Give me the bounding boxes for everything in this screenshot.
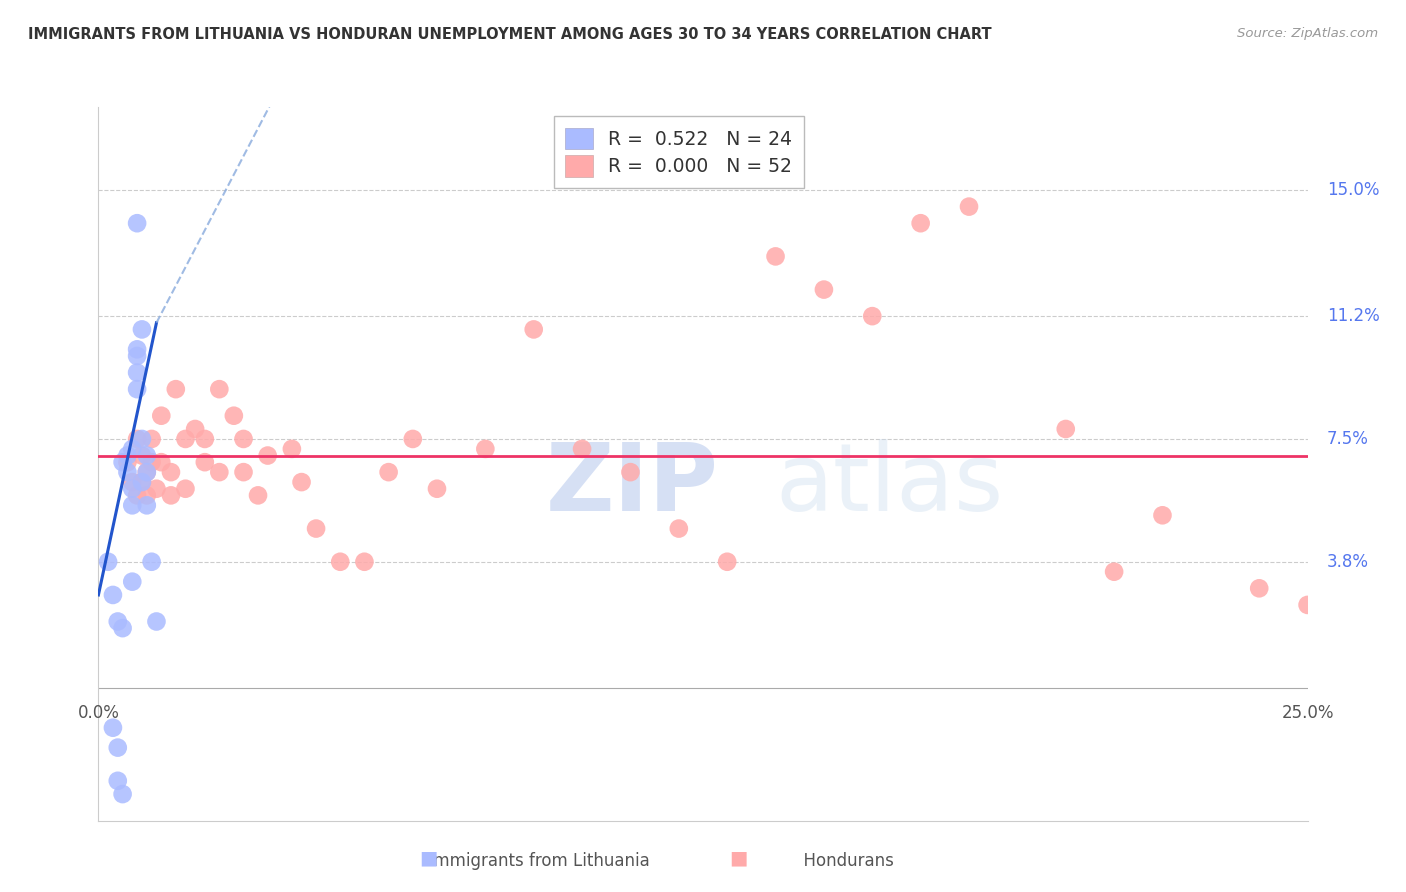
Text: 0.0%: 0.0%	[77, 705, 120, 723]
Text: IMMIGRANTS FROM LITHUANIA VS HONDURAN UNEMPLOYMENT AMONG AGES 30 TO 34 YEARS COR: IMMIGRANTS FROM LITHUANIA VS HONDURAN UN…	[28, 27, 991, 42]
Point	[619, 465, 641, 479]
Text: 25.0%: 25.0%	[1281, 705, 1334, 723]
Point	[1249, 582, 1271, 596]
Point	[174, 482, 197, 496]
Point	[305, 522, 328, 536]
Point	[135, 499, 157, 513]
Point	[135, 465, 157, 479]
Point	[121, 482, 143, 496]
Point	[174, 432, 197, 446]
Point	[1054, 422, 1077, 436]
Point	[1102, 565, 1125, 579]
Text: ZIP: ZIP	[546, 439, 718, 532]
Point	[111, 621, 134, 635]
Point	[222, 409, 245, 423]
Point	[290, 475, 312, 489]
Point	[127, 488, 149, 502]
Point	[117, 465, 139, 479]
Point	[131, 449, 153, 463]
Legend: R =  0.522   N = 24, R =  0.000   N = 52: R = 0.522 N = 24, R = 0.000 N = 52	[554, 117, 804, 188]
Point	[910, 216, 932, 230]
Point	[141, 555, 163, 569]
Point	[107, 615, 129, 629]
Point	[184, 422, 207, 436]
Point	[165, 382, 187, 396]
Point	[107, 740, 129, 755]
Point	[135, 488, 157, 502]
Point	[131, 432, 153, 446]
Point	[194, 432, 217, 446]
Text: 7.5%: 7.5%	[1327, 430, 1369, 448]
Point	[127, 349, 149, 363]
Point	[765, 249, 787, 263]
Point	[121, 442, 143, 456]
Point	[232, 465, 254, 479]
Point	[150, 455, 173, 469]
Point	[329, 555, 352, 569]
Point	[377, 465, 399, 479]
Point	[716, 555, 738, 569]
Point	[127, 343, 149, 357]
Text: ■: ■	[419, 848, 439, 867]
Point	[131, 475, 153, 489]
Point	[101, 721, 124, 735]
Point	[208, 382, 231, 396]
Point	[145, 615, 167, 629]
Point	[668, 522, 690, 536]
Point	[121, 574, 143, 589]
Point	[141, 455, 163, 469]
Point	[135, 465, 157, 479]
Text: Source: ZipAtlas.com: Source: ZipAtlas.com	[1237, 27, 1378, 40]
Point	[1296, 598, 1319, 612]
Point	[247, 488, 270, 502]
Point	[107, 773, 129, 788]
Point	[141, 432, 163, 446]
Point	[101, 588, 124, 602]
Point	[127, 382, 149, 396]
Point	[474, 442, 496, 456]
Text: Hondurans: Hondurans	[793, 852, 894, 870]
Point	[135, 449, 157, 463]
Text: atlas: atlas	[776, 439, 1004, 532]
Point	[150, 409, 173, 423]
Text: 11.2%: 11.2%	[1327, 307, 1379, 326]
Text: Immigrants from Lithuania: Immigrants from Lithuania	[419, 852, 650, 870]
Point	[402, 432, 425, 446]
Point	[97, 555, 120, 569]
Point	[160, 488, 183, 502]
Point	[160, 465, 183, 479]
Point	[131, 475, 153, 489]
Point	[131, 322, 153, 336]
Point	[571, 442, 593, 456]
Point	[813, 283, 835, 297]
Point	[117, 455, 139, 469]
Point	[145, 482, 167, 496]
Point	[860, 309, 883, 323]
Point	[127, 432, 149, 446]
Point	[523, 322, 546, 336]
Point	[281, 442, 304, 456]
Point	[1152, 508, 1174, 523]
Point	[426, 482, 449, 496]
Point	[232, 432, 254, 446]
Point	[208, 465, 231, 479]
Point	[194, 455, 217, 469]
Point	[256, 449, 278, 463]
Point	[117, 449, 139, 463]
Point	[121, 499, 143, 513]
Text: 3.8%: 3.8%	[1327, 553, 1369, 571]
Text: 15.0%: 15.0%	[1327, 181, 1379, 199]
Point	[111, 455, 134, 469]
Text: ■: ■	[728, 848, 748, 867]
Point	[111, 787, 134, 801]
Point	[353, 555, 375, 569]
Point	[957, 200, 980, 214]
Point	[121, 475, 143, 489]
Point	[127, 216, 149, 230]
Point	[127, 366, 149, 380]
